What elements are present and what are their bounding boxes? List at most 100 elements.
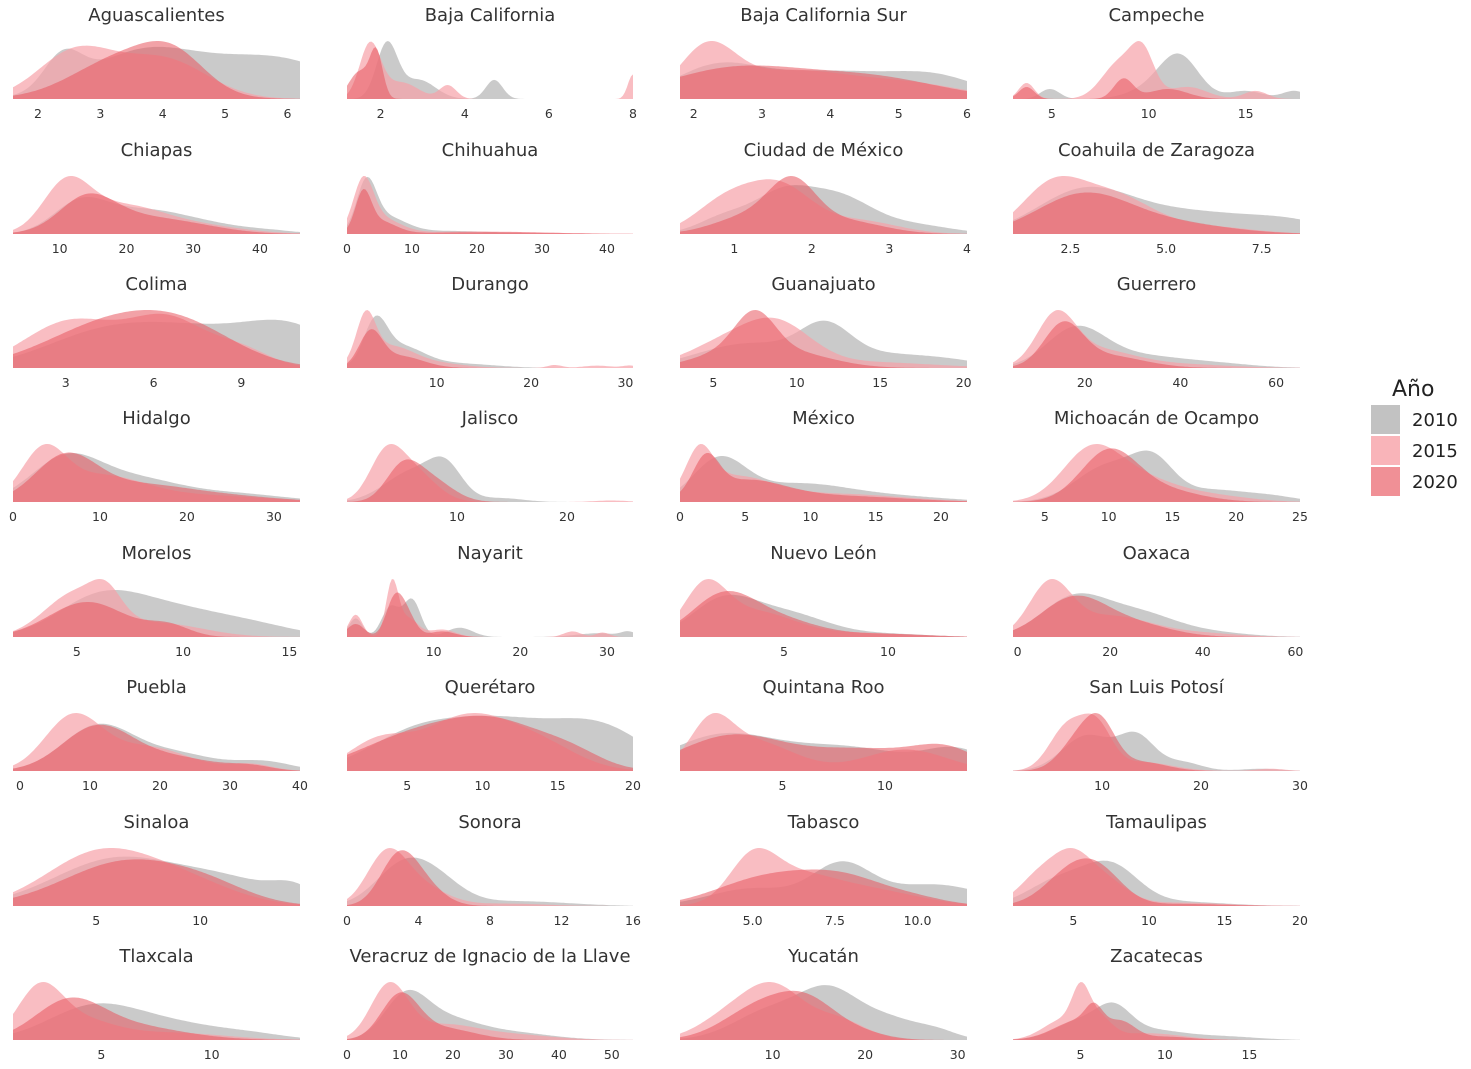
x-tick-label: 50: [604, 1047, 620, 1062]
x-tick-label: 0: [9, 509, 17, 524]
panel-puebla: Puebla 0 10 20 30 40: [13, 677, 308, 793]
density-area-quintana-roo-2020: [680, 734, 967, 771]
density-area-nayarit-2020: [347, 592, 633, 637]
x-tick-label: 5.0: [1156, 241, 1176, 256]
panel-title: Tabasco: [787, 812, 860, 833]
panel-title: Veracruz de Ignacio de la Llave: [349, 946, 630, 967]
x-tick-label: 40: [551, 1047, 567, 1062]
density-area-baja-california-sur-2020: [680, 65, 967, 99]
x-tick-label: 15: [872, 375, 888, 390]
legend-label-2010: 2010: [1412, 410, 1458, 431]
panel-sonora: Sonora 0 4 8 12 16: [343, 812, 641, 928]
panel-oaxaca: Oaxaca 0 20 40 60: [1013, 543, 1303, 659]
x-tick-label: 5.0: [743, 913, 763, 928]
density-area-san-luis-potosi-2020: [1013, 713, 1300, 771]
x-tick-label: 2: [34, 106, 42, 121]
panel-colima: Colima 3 6 9: [13, 274, 300, 390]
panel-title: Tlaxcala: [118, 946, 193, 967]
x-tick-label: 6: [284, 106, 292, 121]
x-tick-label: 3: [62, 375, 70, 390]
x-tick-label: 10: [429, 375, 445, 390]
panel-title: Quintana Roo: [763, 677, 885, 698]
x-tick-label: 5: [780, 644, 788, 659]
x-tick-label: 6: [963, 106, 971, 121]
panel-tabasco: Tabasco 5.0 7.5 10.0: [680, 812, 967, 928]
x-tick-label: 20: [1292, 913, 1308, 928]
density-area-chiapas-2020: [13, 193, 300, 234]
panel-title: Querétaro: [445, 677, 536, 698]
density-area-colima-2020: [13, 310, 300, 368]
x-tick-label: 2: [377, 106, 385, 121]
x-tick-label: 10: [1094, 778, 1110, 793]
x-tick-label: 20: [857, 1047, 873, 1062]
x-tick-label: 60: [1287, 644, 1303, 659]
x-tick-label: 25: [1292, 509, 1308, 524]
x-tick-label: 12: [554, 913, 570, 928]
x-tick-label: 5: [1069, 913, 1077, 928]
x-tick-label: 20: [445, 1047, 461, 1062]
density-area-tlaxcala-2020: [13, 997, 300, 1040]
x-tick-label: 3: [758, 106, 766, 121]
x-tick-label: 1: [730, 241, 738, 256]
panel-campeche: Campeche 5 10 15: [1013, 5, 1300, 121]
x-tick-label: 20: [152, 778, 168, 793]
legend-label-2020: 2020: [1412, 472, 1458, 493]
x-tick-label: 20: [179, 509, 195, 524]
density-area-jalisco-2020: [347, 459, 633, 502]
x-tick-label: 5: [403, 778, 411, 793]
density-area-morelos-2020: [13, 602, 300, 637]
x-tick-label: 5: [97, 1047, 105, 1062]
panel-title: Zacatecas: [1110, 946, 1203, 967]
panel-title: Jalisco: [461, 408, 519, 429]
x-tick-label: 30: [266, 509, 282, 524]
x-tick-label: 20: [1193, 778, 1209, 793]
panel-san-luis-potosi: San Luis Potosí 10 20 30: [1013, 677, 1308, 793]
panel-title: Coahuila de Zaragoza: [1058, 140, 1255, 161]
density-area-oaxaca-2020: [1013, 595, 1300, 637]
x-tick-label: 40: [1172, 375, 1188, 390]
x-tick-label: 40: [252, 241, 268, 256]
x-tick-label: 15: [550, 778, 566, 793]
panel-title: Sonora: [458, 812, 521, 833]
x-tick-label: 30: [1292, 778, 1308, 793]
panel-jalisco: Jalisco 10 20: [347, 408, 633, 524]
x-tick-label: 5: [1048, 106, 1056, 121]
legend-title: Año: [1392, 377, 1434, 402]
panel-zacatecas: Zacatecas 5 10 15: [1013, 946, 1300, 1062]
density-area-mexico-2020: [680, 453, 967, 502]
x-tick-label: 5: [92, 913, 100, 928]
x-tick-label: 0: [343, 241, 351, 256]
panel-title: Yucatán: [787, 946, 859, 967]
x-tick-label: 30: [222, 778, 238, 793]
panel-baja-california: Baja California 2 4 6 8: [347, 5, 637, 121]
density-area-queretaro-2020: [347, 715, 633, 771]
panel-title: Oaxaca: [1123, 543, 1191, 564]
x-tick-label: 40: [599, 241, 615, 256]
density-area-puebla-2020: [13, 724, 300, 771]
x-tick-label: 5: [221, 106, 229, 121]
x-tick-label: 0: [1014, 644, 1022, 659]
x-tick-label: 4: [826, 106, 834, 121]
panel-title: Chiapas: [121, 140, 193, 161]
x-tick-label: 10: [1101, 509, 1117, 524]
panel-ciudad-de-mexico: Ciudad de México 1 2 3 4: [680, 140, 971, 256]
x-tick-label: 10: [475, 778, 491, 793]
density-area-yucatan-2020: [680, 990, 967, 1040]
panel-coahuila-de-zaragoza: Coahuila de Zaragoza 2.5 5.0 7.5: [1013, 140, 1300, 256]
x-tick-label: 7.5: [1252, 241, 1272, 256]
x-tick-label: 4: [461, 106, 469, 121]
x-tick-label: 2.5: [1060, 241, 1080, 256]
x-tick-label: 20: [1102, 644, 1118, 659]
x-tick-label: 10: [392, 1047, 408, 1062]
panel-title: Nuevo León: [770, 543, 877, 564]
x-tick-label: 10: [789, 375, 805, 390]
panel-title: Chihuahua: [442, 140, 539, 161]
x-tick-label: 5: [709, 375, 717, 390]
x-tick-label: 5: [741, 509, 749, 524]
panel-title: Baja California: [425, 5, 556, 26]
x-tick-label: 10: [1157, 1047, 1173, 1062]
x-tick-label: 5: [779, 778, 787, 793]
panel-hidalgo: Hidalgo 0 10 20 30: [9, 408, 300, 524]
